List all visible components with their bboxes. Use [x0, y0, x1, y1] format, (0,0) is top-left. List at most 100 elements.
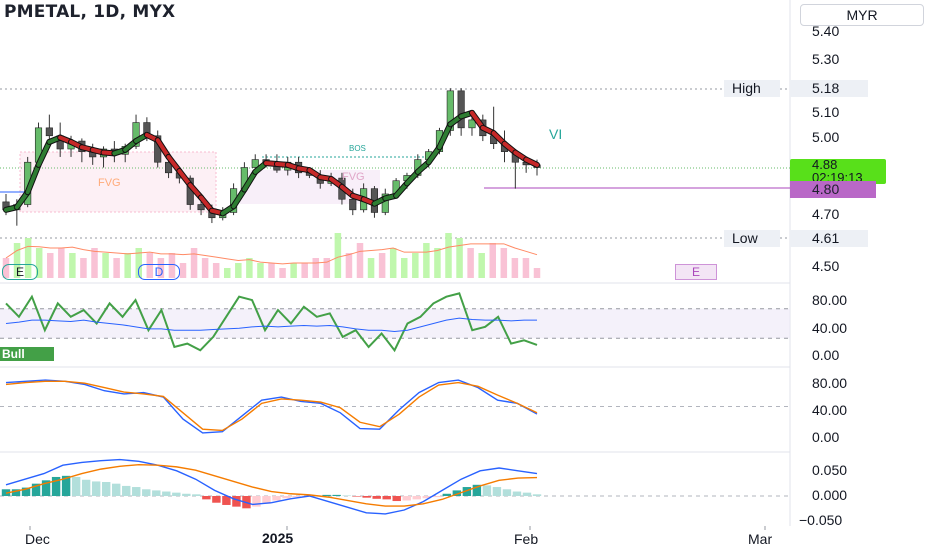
macd-histogram-bar: [352, 496, 361, 497]
volume-bar: [323, 258, 331, 278]
volume-bar: [146, 253, 154, 278]
volume-bar: [179, 263, 187, 278]
macd-histogram-bar: [31, 483, 41, 496]
volume-bar: [345, 253, 353, 278]
macd-tick-label: 0.000: [812, 487, 848, 503]
high-label-box: [724, 80, 780, 97]
macd-histogram-bar: [212, 496, 221, 503]
volume-bar: [168, 253, 176, 278]
trend-ribbon: [155, 138, 171, 159]
price-tick-label: 5.00: [812, 129, 840, 145]
volume-bar: [246, 258, 253, 278]
macd-histogram-bar: [142, 489, 151, 496]
time-tick-label: Dec: [25, 531, 50, 547]
macd-histogram-bar: [111, 483, 121, 496]
macd-histogram-bar: [162, 491, 171, 496]
macd-histogram-bar: [512, 491, 522, 496]
volume-bar: [157, 258, 165, 278]
symbol-title[interactable]: PMETAL, 1D, MYX: [4, 2, 176, 22]
volume-bar: [533, 268, 541, 278]
volume-bar: [445, 233, 452, 278]
volume-bar: [135, 248, 143, 278]
volume-bar: [500, 248, 508, 278]
volume-bar: [412, 253, 419, 278]
fvg-zone: [20, 152, 216, 212]
osc-tick-label: 80.00: [812, 375, 848, 391]
volume-bar: [91, 248, 98, 278]
volume-bar: [69, 253, 76, 278]
level-value: 4.80: [812, 181, 840, 197]
candle-body: [251, 159, 259, 168]
volume-bar: [257, 263, 264, 278]
bos-label: BOS: [349, 144, 366, 153]
macd-signal-line: [5, 463, 538, 507]
price-tick-label: 5.30: [812, 51, 840, 67]
macd-histogram-bar: [51, 476, 61, 496]
trend-ribbon: [426, 145, 442, 165]
high-value-box: [790, 80, 868, 97]
price-tick-label: 5.40: [812, 23, 840, 39]
osc-k-line: [5, 379, 538, 434]
macd-histogram-bar: [412, 496, 421, 500]
volume-bar: [80, 258, 87, 278]
time-tick-label: Feb: [514, 531, 539, 547]
price-tick-label: 4.70: [812, 206, 840, 222]
macd-histogram-bar: [522, 492, 532, 496]
high-value: 5.18: [812, 80, 840, 96]
macd-histogram-bar: [442, 493, 452, 496]
macd-histogram-bar: [362, 496, 371, 498]
volume-bar: [522, 258, 530, 278]
macd-histogram-bar: [332, 494, 341, 496]
trend-ribbon: [25, 162, 41, 195]
stoch-band: [0, 308, 790, 339]
macd-histogram-bar: [292, 496, 301, 498]
macd-histogram-bar: [462, 487, 472, 496]
currency-button[interactable]: MYR: [800, 4, 924, 26]
level-box: [790, 181, 876, 198]
macd-histogram-bar: [252, 496, 261, 507]
volume-bar: [268, 263, 275, 278]
volume-bar: [201, 258, 209, 278]
price-tick-label: 5.10: [812, 104, 840, 120]
macd-histogram-bar: [452, 490, 462, 496]
time-tick-label: Mar: [748, 531, 773, 547]
volume-bar: [212, 263, 220, 278]
fvg-label: FVG: [98, 177, 121, 189]
macd-histogram-bar: [132, 487, 141, 496]
trend-ribbon: [524, 157, 539, 167]
event-marker-e[interactable]: E: [675, 264, 717, 280]
volume-bar: [24, 238, 32, 278]
osc-d-line: [5, 380, 538, 432]
macd-histogram-bar: [392, 496, 401, 502]
vi-label: VI: [549, 126, 563, 142]
volume-bar: [312, 258, 320, 278]
volume-bar: [102, 253, 109, 278]
volume-bar: [423, 243, 430, 278]
volume-bar: [290, 263, 297, 278]
macd-histogram-bar: [152, 490, 161, 496]
stoch-tick-label: 40.00: [812, 320, 848, 336]
macd-histogram-bar: [21, 487, 31, 496]
macd-histogram-bar: [11, 489, 21, 496]
volume-bar: [235, 263, 242, 278]
macd-histogram-bar: [232, 496, 241, 507]
volume-bar: [190, 248, 198, 278]
low-label-box: [724, 230, 780, 247]
macd-histogram-bar: [382, 496, 391, 500]
macd-histogram-bar: [502, 489, 512, 496]
volume-bar: [35, 248, 43, 278]
fvg-label: FVG: [342, 171, 365, 183]
volume-bar: [58, 248, 65, 278]
event-marker-e[interactable]: E: [2, 264, 38, 280]
stoch-d-line: [5, 317, 537, 333]
candle-body: [45, 127, 53, 137]
low-value-box: [790, 230, 868, 247]
volume-bar: [13, 243, 21, 278]
last-price-value: 4.88: [812, 157, 838, 172]
event-marker-d[interactable]: D: [138, 264, 180, 280]
volume-bar: [367, 258, 375, 278]
low-value: 4.61: [812, 230, 840, 246]
macd-histogram-bar: [192, 494, 201, 496]
macd-histogram-bar: [222, 496, 231, 505]
